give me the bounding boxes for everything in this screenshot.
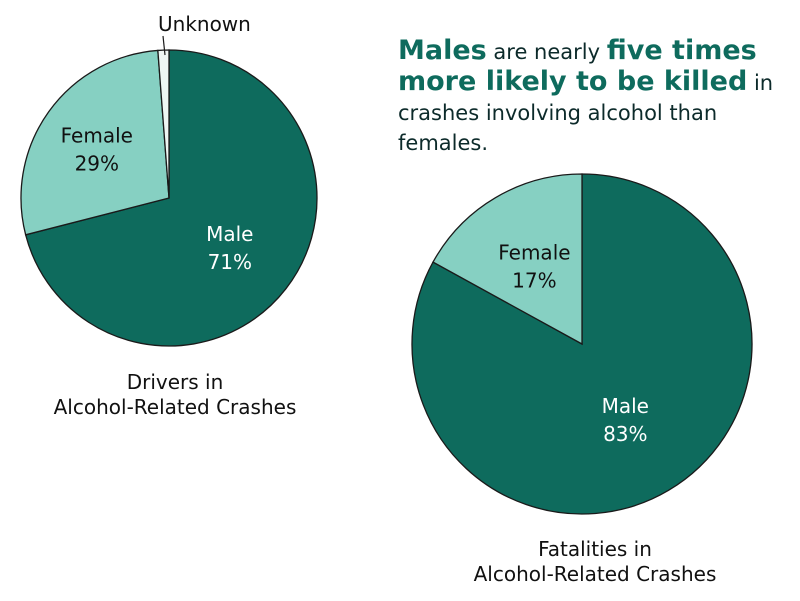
leader-line-unknown xyxy=(162,35,166,56)
slice-value-female: 17% xyxy=(512,269,556,293)
slice-label-female: Female xyxy=(498,241,570,265)
slice-label-male: Male xyxy=(206,222,253,246)
slice-male xyxy=(24,49,318,347)
slice-unknown xyxy=(157,49,170,199)
slice-value-male: 83% xyxy=(603,422,647,446)
slice-male xyxy=(411,173,753,515)
caption-fatalities-line1: Fatalities in xyxy=(538,537,652,561)
slice-value-male: 71% xyxy=(208,250,252,274)
caption-drivers-line1: Drivers in xyxy=(126,370,224,394)
slice-value-female: 29% xyxy=(75,151,119,175)
slice-label-unknown: Unknown xyxy=(158,12,251,36)
pie-fatalities: Male 83% Female 17% xyxy=(411,173,753,515)
headline-emphasis: five times more likely to be killed xyxy=(398,35,757,97)
caption-drivers-line2: Alcohol-Related Crashes xyxy=(53,395,297,419)
slice-label-female: Female xyxy=(61,123,133,147)
headline-males: Males xyxy=(398,35,487,66)
pie-drivers: Male 71% Female 29% Unknown xyxy=(20,12,318,347)
headline-text-1: are nearly xyxy=(486,40,607,64)
slice-label-male: Male xyxy=(602,394,649,418)
headline-text-2: in crashes involving alcohol than female… xyxy=(398,71,774,155)
caption-fatalities-line2: Alcohol-Related Crashes xyxy=(473,562,717,586)
caption-fatalities: Fatalities in Alcohol-Related Crashes xyxy=(450,537,740,587)
caption-drivers: Drivers in Alcohol-Related Crashes xyxy=(40,370,310,420)
headline: Males are nearly five times more likely … xyxy=(398,36,788,158)
slice-female xyxy=(20,49,170,236)
slice-female xyxy=(432,173,583,346)
